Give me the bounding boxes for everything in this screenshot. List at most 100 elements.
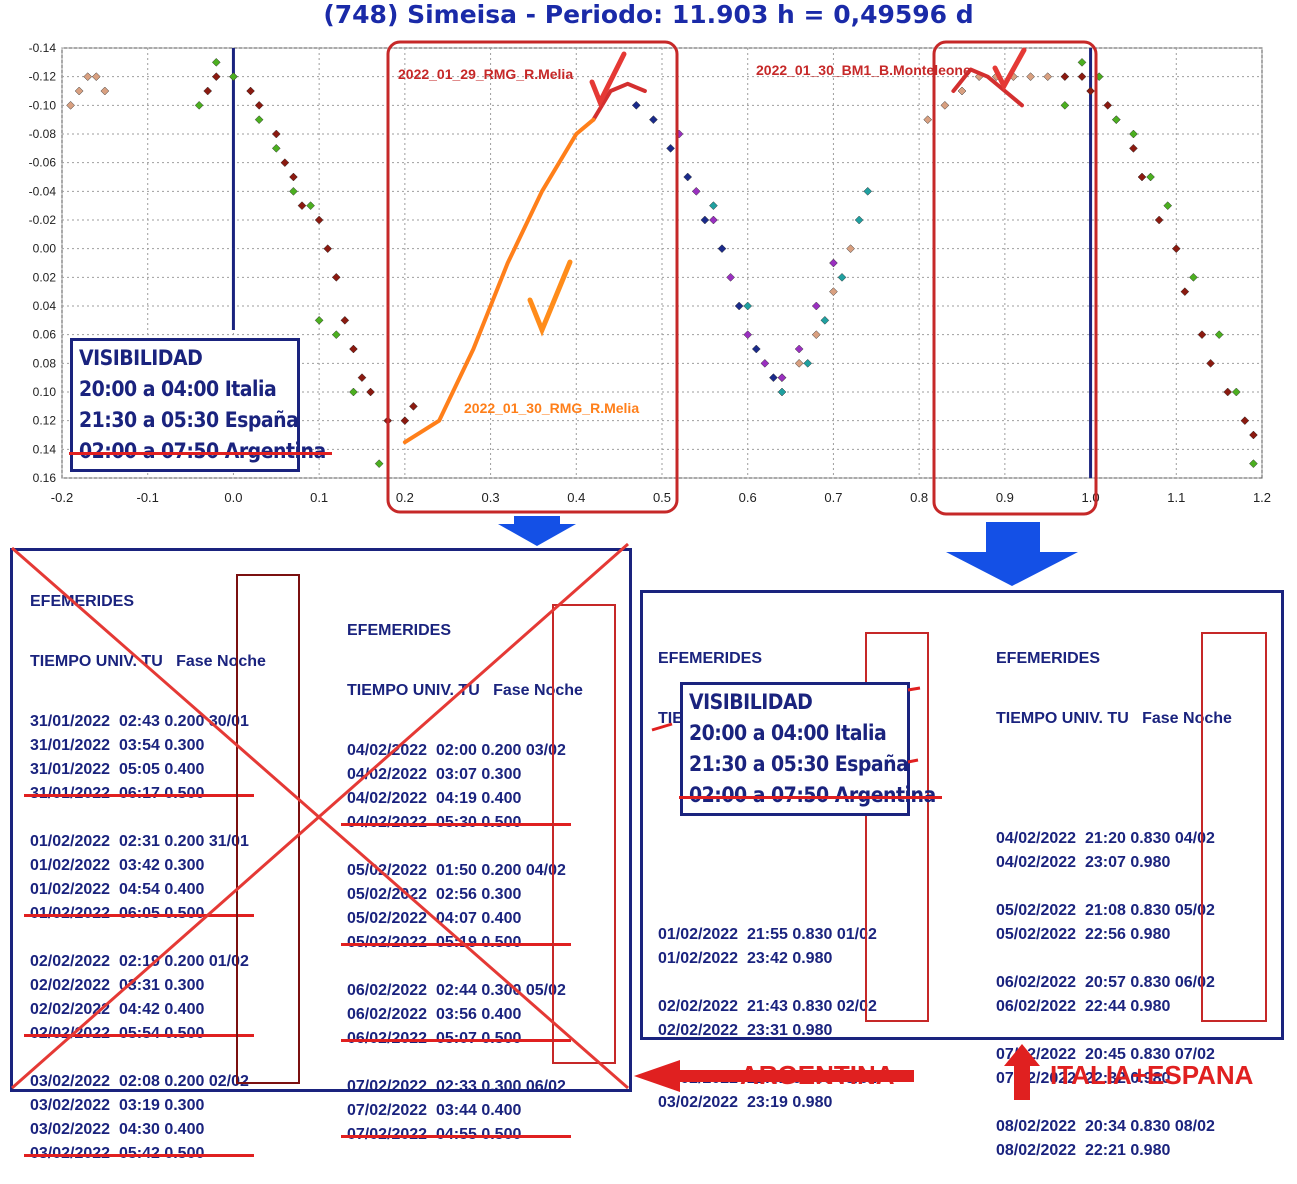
data-point [289, 186, 298, 196]
ephem-row: 04/02/2022 21:20 0.830 04/02 [996, 830, 1215, 847]
data-point [306, 201, 315, 211]
y-tick-label: -0.14 [29, 41, 57, 55]
ephem-right-col2: EFEMERIDES TIEMPO UNIV. TU Fase Noche 04… [996, 611, 1232, 1181]
data-point [794, 344, 804, 354]
annotation-bm1-0130: 2022_01_30_BM1_B.Monteleone [756, 62, 971, 78]
data-point [254, 100, 264, 110]
data-point [829, 287, 838, 297]
data-point [691, 186, 701, 196]
ephem-row: 02/02/2022 03:31 0.300 [30, 977, 205, 994]
data-point [1240, 416, 1250, 426]
data-point [211, 72, 221, 82]
ephem-row: 31/01/2022 06:17 0.500 [24, 782, 266, 806]
data-point [194, 100, 204, 110]
visibility-copy-title: VISIBILIDAD [689, 690, 813, 714]
ephem-left-fase-2: Fase [493, 682, 530, 699]
visibility-box-copy: VISIBILIDAD 20:00 a 04:00 Italia 21:30 a… [679, 682, 942, 816]
data-point [794, 358, 804, 368]
data-point [297, 201, 307, 211]
data-point [1197, 330, 1207, 340]
visibility-italia: 20:00 a 04:00 Italia [79, 377, 277, 401]
ephem-row: 03/02/2022 05:42 0.500 [24, 1142, 266, 1166]
ephem-row: 07/02/2022 02:33 0.300 06/02 [347, 1078, 566, 1095]
y-tick-label: -0.10 [29, 98, 57, 112]
ephem-right-header-2: TIEMPO UNIV. TU [996, 710, 1129, 727]
ephem-row: 08/02/2022 22:21 0.980 [996, 1142, 1171, 1159]
data-point [820, 315, 830, 325]
ephem-row: 01/02/2022 04:54 0.400 [30, 881, 205, 898]
visibility-copy-espana: 21:30 a 05:30 España [689, 752, 909, 776]
ephem-right-rows-1: 01/02/2022 21:55 0.830 01/02 01/02/2022 2… [658, 923, 894, 1115]
ephem-row: 01/02/2022 03:42 0.300 [30, 857, 205, 874]
data-point [811, 301, 821, 311]
ephem-row: 06/02/2022 22:44 0.980 [996, 998, 1171, 1015]
chart-title: (748) Simeisa - Periodo: 11.903 h = 0,49… [323, 0, 974, 29]
data-point [1137, 172, 1147, 182]
ephem-right-title-2: EFEMERIDES [996, 650, 1101, 667]
ephem-row: 31/01/2022 05:05 0.400 [30, 761, 205, 778]
noche-box-right-1 [865, 632, 929, 1022]
ephem-row: 04/02/2022 23:07 0.980 [996, 854, 1171, 871]
y-tick-label: 0.04 [33, 299, 57, 313]
data-point [846, 244, 855, 254]
y-tick-label: 0.00 [33, 242, 57, 256]
visibility-espana: 21:30 a 05:30 España [79, 408, 299, 432]
visibility-box: VISIBILIDAD 20:00 a 04:00 Italia 21:30 a… [69, 338, 332, 472]
y-tick-label: 0.10 [33, 385, 57, 399]
data-point [1180, 287, 1190, 297]
label-italia-espana: ITALIA+ESPANA [1050, 1060, 1254, 1090]
data-point [280, 158, 290, 168]
blue-arrow-left [498, 516, 576, 546]
ephem-row: 08/02/2022 20:34 0.830 08/02 [996, 1118, 1215, 1135]
ephem-left-title-1: EFEMERIDES [30, 593, 135, 610]
y-tick-label: -0.06 [29, 156, 57, 170]
ephem-left-col2: EFEMERIDES TIEMPO UNIV. TU Fase Noche 04… [341, 583, 583, 1165]
x-tick-label: 0.1 [310, 490, 328, 505]
ephem-row: 04/02/2022 03:07 0.300 [347, 766, 522, 783]
data-point [211, 57, 221, 67]
data-point [683, 172, 693, 182]
annotation-rmg-0129: 2022_01_29_RMG_R.Melia [398, 66, 574, 82]
ephem-row: 06/02/2022 02:44 0.300 05/02 [347, 982, 566, 999]
data-point [349, 344, 358, 354]
data-point [1249, 459, 1258, 469]
data-point [331, 330, 341, 340]
data-point [66, 100, 75, 110]
ephem-row: 01/02/2022 23:42 0.980 [658, 950, 833, 967]
ephem-row: 05/02/2022 02:56 0.300 [347, 886, 522, 903]
ephem-row: 31/01/2022 02:43 0.200 30/01 [30, 713, 249, 730]
data-point [700, 215, 710, 225]
y-tick-label: -0.08 [29, 127, 57, 141]
data-point [331, 272, 341, 282]
annotation-rmg-0130: 2022_01_30_RMG_R.Melia [464, 400, 640, 416]
data-point [760, 358, 770, 368]
y-tick-label: -0.04 [29, 184, 57, 198]
data-point [837, 272, 847, 282]
ephem-row: 01/02/2022 06:05 0.500 [24, 902, 266, 926]
data-point [323, 244, 333, 254]
y-tick-label: 0.12 [33, 414, 57, 428]
data-point [314, 315, 324, 325]
data-point [743, 330, 753, 340]
ephem-left-rows-2: 04/02/2022 02:00 0.200 03/02 04/02/2022 0… [341, 739, 583, 1147]
ephem-row: 05/02/2022 05:19 0.500 [341, 931, 583, 955]
ephem-row: 05/02/2022 22:56 0.980 [996, 926, 1171, 943]
ephem-row: 02/02/2022 05:54 0.500 [24, 1022, 266, 1046]
data-point [349, 387, 358, 397]
x-tick-label: 0.8 [910, 490, 928, 505]
ephem-row: 03/02/2022 23:19 0.980 [658, 1094, 833, 1111]
data-point [374, 459, 384, 469]
x-tick-label: 0.3 [482, 490, 500, 505]
x-tick-label: 0.7 [824, 490, 842, 505]
data-point [1214, 330, 1224, 340]
data-point [743, 301, 753, 311]
data-point [769, 373, 778, 383]
data-point [1129, 129, 1138, 139]
noche-box-left-1 [236, 574, 300, 1084]
ephem-right-noche-2: Noche [1183, 710, 1232, 727]
visibility-argentina: 02:00 a 07:50 Argentina [69, 436, 332, 467]
data-point [1223, 387, 1233, 397]
data-point [1129, 143, 1138, 153]
x-tick-label: 0.4 [567, 490, 585, 505]
ephem-row: 06/02/2022 20:57 0.830 06/02 [996, 974, 1215, 991]
